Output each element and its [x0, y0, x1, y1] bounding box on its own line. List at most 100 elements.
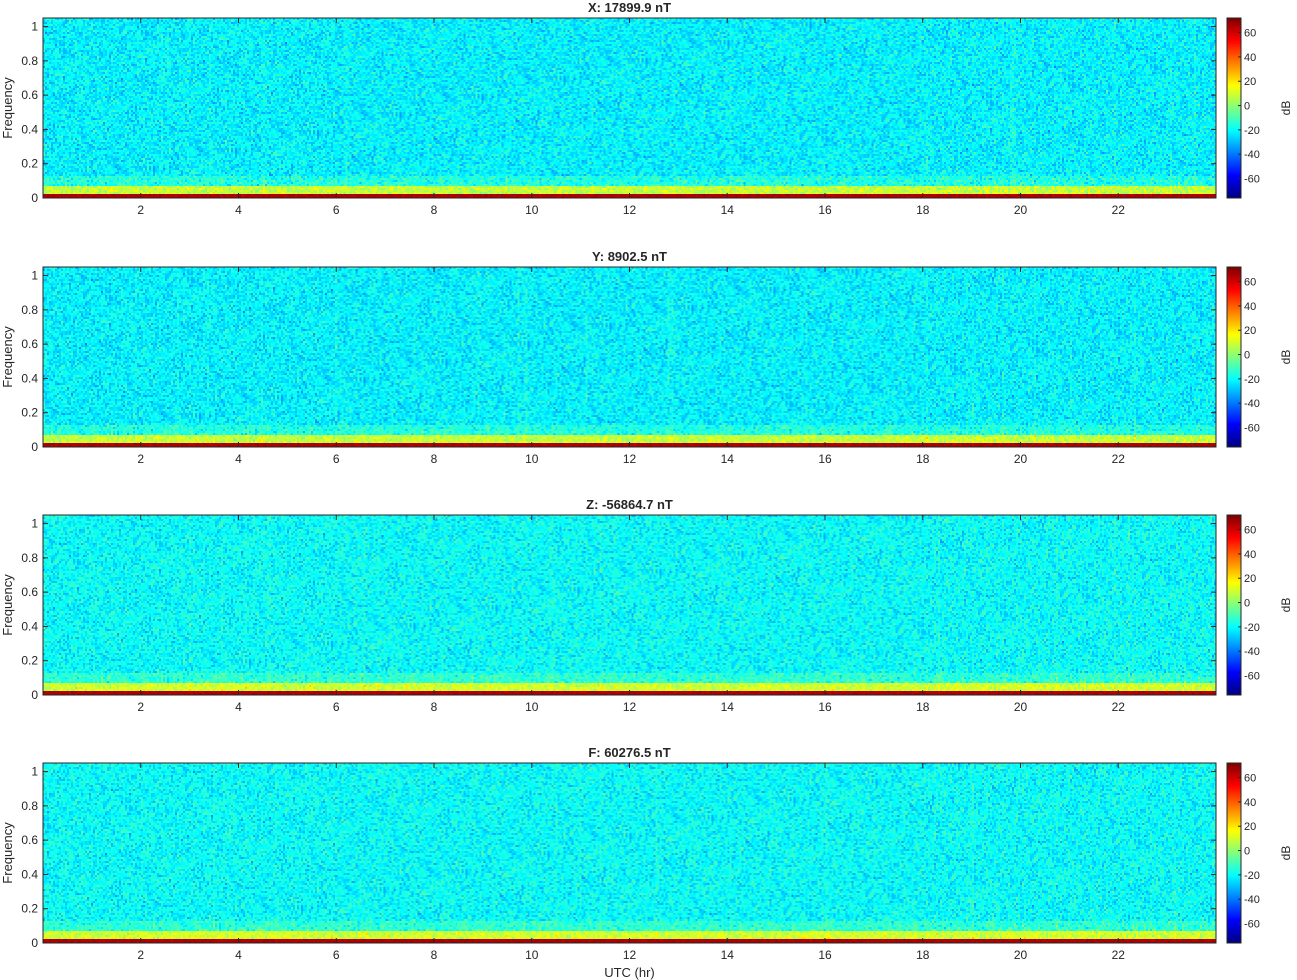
colorbar-tick-label: 20: [1244, 76, 1256, 88]
chart-title: X: 17899.9 nT: [588, 0, 671, 15]
colorbar-tick-label: 0: [1244, 350, 1250, 362]
colorbar-tick-label: -40: [1244, 149, 1260, 161]
x-tick-label: 10: [525, 700, 539, 714]
colorbar-tick-label: 0: [1244, 598, 1250, 610]
y-tick-label: 1: [31, 20, 38, 34]
x-tick-label: 18: [916, 948, 930, 962]
colorbar-tick-label: 40: [1244, 797, 1256, 809]
x-tick-label: 20: [1014, 948, 1028, 962]
colorbar-tick-label: 20: [1244, 325, 1256, 337]
y-tick-label: 0.6: [21, 833, 38, 847]
x-tick-label: 8: [431, 948, 438, 962]
colorbar-tick-label: 20: [1244, 821, 1256, 833]
x-tick-label: 22: [1112, 452, 1126, 466]
x-tick-label: 2: [137, 700, 144, 714]
y-tick-label: 0.2: [21, 157, 38, 171]
x-tick-label: 16: [818, 203, 832, 217]
y-tick-label: 0.4: [21, 619, 38, 633]
y-axis-label: Frequency: [0, 574, 15, 636]
x-tick-label: 4: [235, 203, 242, 217]
x-tick-label: 14: [721, 203, 735, 217]
x-tick-label: 14: [721, 452, 735, 466]
colorbar-tick-label: 60: [1244, 773, 1256, 785]
y-tick-label: 0: [31, 440, 38, 454]
x-tick-label: 20: [1014, 700, 1028, 714]
x-tick-label: 18: [916, 452, 930, 466]
chart-title: Z: -56864.7 nT: [586, 497, 673, 512]
colorbar-label: dB: [1279, 350, 1293, 365]
x-tick-label: 22: [1112, 203, 1126, 217]
colorbar-tick-label: -40: [1244, 646, 1260, 658]
x-tick-label: 18: [916, 700, 930, 714]
y-tick-label: 0: [31, 191, 38, 205]
x-tick-label: 8: [431, 203, 438, 217]
colorbar-frame: [1226, 514, 1242, 696]
x-tick-label: 12: [623, 452, 637, 466]
x-tick-label: 8: [431, 452, 438, 466]
x-tick-label: 6: [333, 700, 340, 714]
y-tick-label: 0.4: [21, 122, 38, 136]
spectrogram-image: [43, 18, 1216, 198]
spectrogram-image: [43, 267, 1216, 447]
spectrogram-image: [43, 515, 1216, 695]
y-tick-label: 0.2: [21, 654, 38, 668]
y-tick-label: 0.8: [21, 54, 38, 68]
x-tick-label: 8: [431, 700, 438, 714]
x-tick-label: 4: [235, 700, 242, 714]
x-tick-label: 10: [525, 203, 539, 217]
x-tick-label: 2: [137, 452, 144, 466]
x-tick-label: 16: [818, 700, 832, 714]
x-tick-label: 12: [623, 203, 637, 217]
y-axis-label: Frequency: [0, 77, 15, 139]
colorbar-frame: [1226, 762, 1242, 944]
y-tick-label: 0.4: [21, 371, 38, 385]
colorbar-tick-label: 40: [1244, 52, 1256, 64]
colorbar-tick-label: -60: [1244, 174, 1260, 186]
colorbar-tick-label: 60: [1244, 277, 1256, 289]
colorbar-tick-label: -20: [1244, 870, 1260, 882]
colorbar-label: dB: [1279, 598, 1293, 613]
y-tick-label: 0.8: [21, 551, 38, 565]
y-tick-label: 0: [31, 936, 38, 950]
x-tick-label: 16: [818, 948, 832, 962]
y-tick-label: 0.6: [21, 585, 38, 599]
x-tick-label: 10: [525, 948, 539, 962]
y-tick-label: 1: [31, 517, 38, 531]
x-tick-label: 18: [916, 203, 930, 217]
colorbar-tick-label: -40: [1244, 894, 1260, 906]
colorbar-tick-label: 40: [1244, 301, 1256, 313]
y-tick-label: 1: [31, 765, 38, 779]
colorbar-gradient: [1227, 18, 1241, 198]
x-axis-label: UTC (hr): [604, 965, 655, 980]
colorbar-frame: [1226, 17, 1242, 199]
colorbar-tick-label: 60: [1244, 28, 1256, 40]
colorbar-label: dB: [1279, 101, 1293, 116]
x-tick-label: 6: [333, 452, 340, 466]
x-tick-label: 14: [721, 700, 735, 714]
x-tick-label: 20: [1014, 203, 1028, 217]
y-tick-label: 0.8: [21, 303, 38, 317]
colorbar-frame: [1226, 266, 1242, 448]
y-tick-label: 0: [31, 688, 38, 702]
y-tick-label: 0.4: [21, 867, 38, 881]
x-tick-label: 22: [1112, 948, 1126, 962]
colorbar-tick-label: 20: [1244, 573, 1256, 585]
chart-title: F: 60276.5 nT: [588, 745, 670, 760]
x-tick-label: 14: [721, 948, 735, 962]
y-tick-label: 0.2: [21, 902, 38, 916]
x-tick-label: 6: [333, 203, 340, 217]
y-tick-label: 0.2: [21, 406, 38, 420]
y-axis-label: Frequency: [0, 326, 15, 388]
x-tick-label: 16: [818, 452, 832, 466]
colorbar-tick-label: 0: [1244, 101, 1250, 113]
y-tick-label: 1: [31, 269, 38, 283]
colorbar-tick-label: -40: [1244, 398, 1260, 410]
colorbar-label: dB: [1279, 846, 1293, 861]
x-tick-label: 4: [235, 948, 242, 962]
y-tick-label: 0.6: [21, 88, 38, 102]
y-axis-label: Frequency: [0, 822, 15, 884]
colorbar-tick-label: -60: [1244, 919, 1260, 931]
x-tick-label: 20: [1014, 452, 1028, 466]
colorbar-gradient: [1227, 515, 1241, 695]
